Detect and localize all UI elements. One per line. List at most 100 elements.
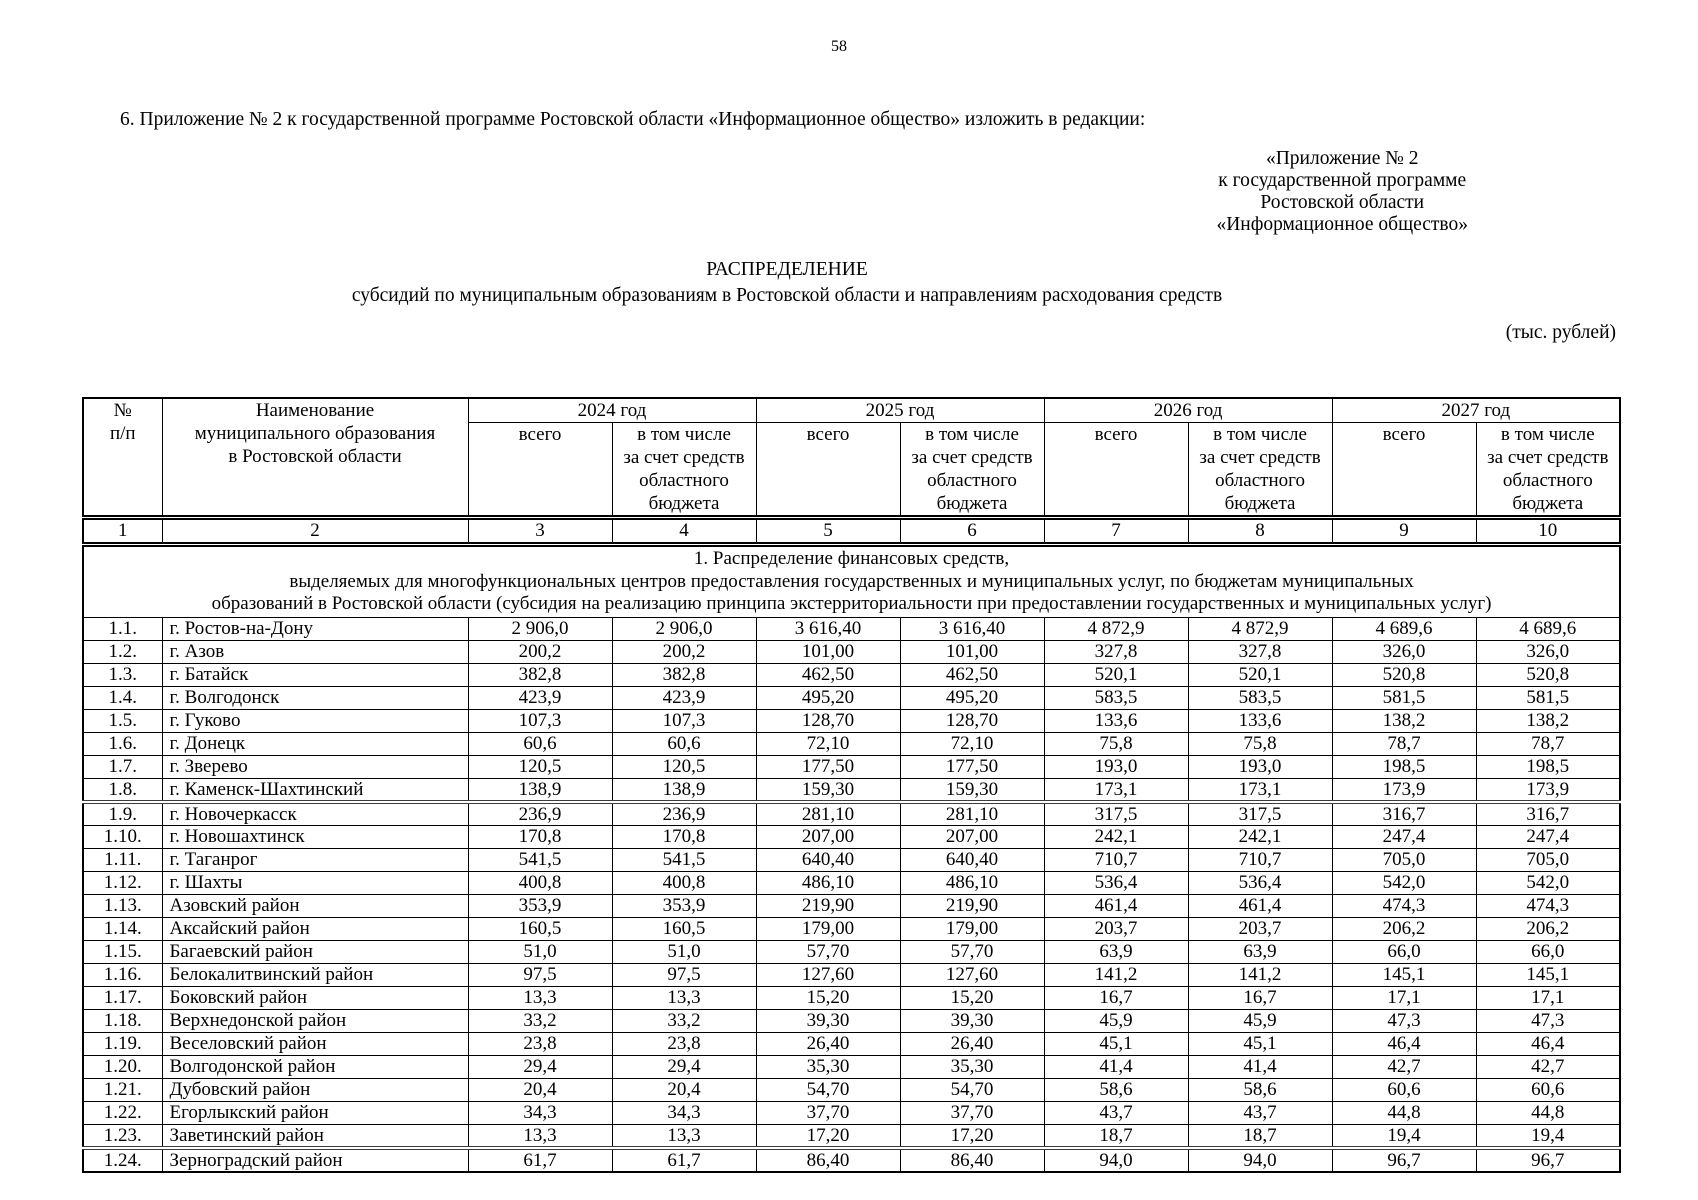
table-row: 1.17. Боковский район 13,3 13,3 15,20 15,20 16… xyxy=(82,985,1621,1010)
table-row: 1.7. г. Зверево 120,5 120,5 177,50 177,50 193,… xyxy=(82,754,1621,779)
value-cell: 60,6 xyxy=(1475,1077,1621,1102)
value-cell: 486,10 xyxy=(755,870,901,895)
column-index: 3 xyxy=(467,515,613,547)
value-cell: 206,2 xyxy=(1331,916,1477,941)
value-cell: 13,3 xyxy=(611,1123,757,1148)
value-cell: 461,4 xyxy=(1043,893,1189,918)
value-cell: 207,00 xyxy=(755,824,901,849)
value-cell: 326,0 xyxy=(1331,639,1477,664)
value-cell: 45,1 xyxy=(1043,1031,1189,1056)
intro-paragraph: 6. Приложение № 2 к государственной прог… xyxy=(120,109,1146,130)
column-index: 2 xyxy=(161,515,469,547)
row-number-cell: 1.21. xyxy=(82,1077,163,1102)
value-cell: 219,90 xyxy=(755,893,901,918)
value-cell: 60,6 xyxy=(611,731,757,756)
value-cell: 462,50 xyxy=(899,662,1045,687)
value-cell: 107,3 xyxy=(467,708,613,733)
value-cell: 57,70 xyxy=(755,939,901,964)
value-cell: 4 872,9 xyxy=(1043,616,1189,641)
value-cell: 536,4 xyxy=(1187,870,1333,895)
subsidy-distribution-table: № п/п Наименование муниципального образо… xyxy=(82,397,1622,1173)
table-row: 1.11. г. Таганрог 541,5 541,5 640,40 640,40 71… xyxy=(82,847,1621,872)
units-note: (тыс. рублей) xyxy=(1505,322,1616,343)
value-cell: 17,20 xyxy=(899,1123,1045,1148)
value-cell: 581,5 xyxy=(1475,685,1621,710)
value-cell: 542,0 xyxy=(1331,870,1477,895)
value-cell: 179,00 xyxy=(755,916,901,941)
value-cell: 198,5 xyxy=(1475,754,1621,779)
municipality-name-cell: г. Каменск-Шахтинский xyxy=(161,777,469,802)
table-row: 1.6. г. Донецк 60,6 60,6 72,10 72,10 75,8 75,8 7… xyxy=(82,731,1621,756)
value-cell: 20,4 xyxy=(467,1077,613,1102)
value-cell: 16,7 xyxy=(1043,985,1189,1010)
value-cell: 42,7 xyxy=(1331,1054,1477,1079)
value-cell: 4 689,6 xyxy=(1475,616,1621,641)
table-row: 1.3. г. Батайск 382,8 382,8 462,50 462,50 520,… xyxy=(82,662,1621,687)
value-cell: 247,4 xyxy=(1331,824,1477,849)
municipality-name-cell: Верхнедонской район xyxy=(161,1008,469,1033)
value-cell: 141,2 xyxy=(1043,962,1189,987)
column-index: 6 xyxy=(899,515,1045,547)
municipality-name-cell: Заветинский район xyxy=(161,1123,469,1148)
value-cell: 316,7 xyxy=(1331,799,1477,826)
header-included-2026: в том числе за счет средств областного б… xyxy=(1187,422,1333,518)
value-cell: 138,9 xyxy=(467,777,613,802)
header-included-2027: в том числе за счет средств областного б… xyxy=(1475,422,1621,518)
value-cell: 145,1 xyxy=(1475,962,1621,987)
value-cell: 2 906,0 xyxy=(611,616,757,641)
value-cell: 173,1 xyxy=(1187,777,1333,802)
column-index: 1 xyxy=(82,515,163,547)
value-cell: 97,5 xyxy=(611,962,757,987)
municipality-name-cell: г. Шахты xyxy=(161,870,469,895)
value-cell: 61,7 xyxy=(611,1145,757,1172)
value-cell: 78,7 xyxy=(1475,731,1621,756)
document-subtitle: субсидий по муниципальным образованиям в… xyxy=(351,285,1223,306)
value-cell: 42,7 xyxy=(1475,1054,1621,1079)
value-cell: 138,9 xyxy=(611,777,757,802)
value-cell: 47,3 xyxy=(1475,1008,1621,1033)
value-cell: 198,5 xyxy=(1331,754,1477,779)
municipality-name-cell: Аксайский район xyxy=(161,916,469,941)
value-cell: 86,40 xyxy=(755,1145,901,1172)
value-cell: 242,1 xyxy=(1043,824,1189,849)
value-cell: 60,6 xyxy=(1331,1077,1477,1102)
value-cell: 96,7 xyxy=(1475,1145,1621,1172)
value-cell: 170,8 xyxy=(467,824,613,849)
municipality-name-cell: г. Зверево xyxy=(161,754,469,779)
value-cell: 193,0 xyxy=(1043,754,1189,779)
value-cell: 51,0 xyxy=(611,939,757,964)
value-cell: 78,7 xyxy=(1331,731,1477,756)
municipality-name-cell: Егорлыкский район xyxy=(161,1100,469,1125)
table-row: 1.20. Волгодонской район 29,4 29,4 35,30 35,3… xyxy=(82,1054,1621,1079)
row-number-cell: 1.2. xyxy=(82,639,163,664)
value-cell: 583,5 xyxy=(1187,685,1333,710)
table-row: 1.15. Багаевский район 51,0 51,0 57,70 57,70 6… xyxy=(82,939,1621,964)
value-cell: 35,30 xyxy=(755,1054,901,1079)
table-body: 1. Распределение финансовых средств, выд… xyxy=(82,544,1621,1172)
municipality-name-cell: Веселовский район xyxy=(161,1031,469,1056)
value-cell: 159,30 xyxy=(899,777,1045,802)
value-cell: 495,20 xyxy=(899,685,1045,710)
value-cell: 44,8 xyxy=(1475,1100,1621,1125)
value-cell: 17,1 xyxy=(1475,985,1621,1010)
value-cell: 316,7 xyxy=(1475,799,1621,826)
value-cell: 57,70 xyxy=(899,939,1045,964)
row-number-cell: 1.7. xyxy=(82,754,163,779)
value-cell: 17,20 xyxy=(755,1123,901,1148)
value-cell: 66,0 xyxy=(1475,939,1621,964)
value-cell: 97,5 xyxy=(467,962,613,987)
header-year-2024: 2024 год xyxy=(467,397,757,423)
value-cell: 94,0 xyxy=(1043,1145,1189,1172)
value-cell: 486,10 xyxy=(899,870,1045,895)
header-included-2025: в том числе за счет средств областного б… xyxy=(899,422,1045,518)
value-cell: 200,2 xyxy=(467,639,613,664)
value-cell: 474,3 xyxy=(1475,893,1621,918)
header-year-row: № п/п Наименование муниципального образо… xyxy=(82,397,1621,518)
value-cell: 120,5 xyxy=(611,754,757,779)
value-cell: 542,0 xyxy=(1475,870,1621,895)
value-cell: 15,20 xyxy=(899,985,1045,1010)
value-cell: 317,5 xyxy=(1187,799,1333,826)
value-cell: 72,10 xyxy=(755,731,901,756)
value-cell: 33,2 xyxy=(467,1008,613,1033)
value-cell: 200,2 xyxy=(611,639,757,664)
